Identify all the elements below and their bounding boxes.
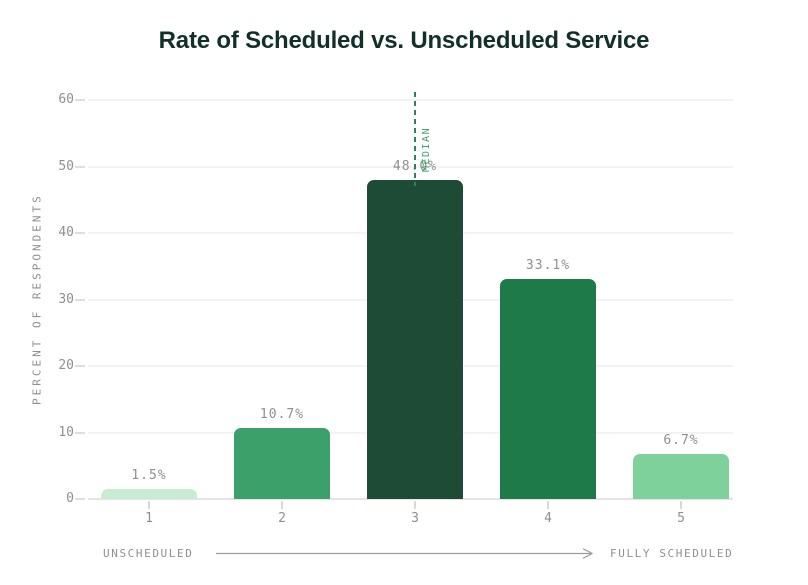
y-tick-label: 50 bbox=[58, 159, 74, 174]
x-tick-mark bbox=[281, 501, 283, 509]
x-tick-mark bbox=[680, 501, 682, 509]
y-tick-mark bbox=[75, 232, 85, 234]
y-tick-mark bbox=[75, 432, 85, 434]
y-tick-mark bbox=[75, 498, 85, 500]
y-tick-mark bbox=[75, 365, 85, 367]
y-tick-label: 10 bbox=[58, 425, 74, 440]
y-tick-label: 30 bbox=[58, 292, 74, 307]
x-tick-label: 4 bbox=[544, 511, 552, 526]
bar bbox=[101, 489, 197, 499]
x-tick-mark bbox=[148, 501, 150, 509]
x-tick-mark bbox=[547, 501, 549, 509]
x-tick-label: 1 bbox=[145, 511, 153, 526]
median-line bbox=[414, 92, 416, 186]
right-arrow-icon bbox=[216, 548, 594, 559]
x-tick-label: 3 bbox=[411, 511, 419, 526]
bar-value-label: 33.1% bbox=[525, 258, 571, 273]
bar-value-label: 1.5% bbox=[131, 468, 167, 483]
y-tick-mark bbox=[75, 166, 85, 168]
y-tick-label: 0 bbox=[66, 491, 74, 506]
gridline bbox=[88, 166, 733, 168]
chart-title: Rate of Scheduled vs. Unscheduled Servic… bbox=[158, 27, 650, 54]
bar bbox=[367, 180, 463, 499]
x-axis-left-label: UNSCHEDULED bbox=[103, 547, 194, 560]
x-axis-right-label: FULLY SCHEDULED bbox=[610, 547, 734, 560]
y-tick-label: 20 bbox=[58, 358, 74, 373]
x-tick-label: 2 bbox=[278, 511, 286, 526]
bar-value-label: 6.7% bbox=[663, 433, 699, 448]
x-tick-label: 5 bbox=[677, 511, 685, 526]
bar bbox=[633, 454, 729, 499]
bar bbox=[234, 428, 330, 499]
gridline bbox=[88, 99, 733, 101]
median-label: MEDIAN bbox=[421, 126, 432, 172]
y-tick-label: 60 bbox=[58, 92, 74, 107]
bar bbox=[500, 279, 596, 499]
y-tick-mark bbox=[75, 299, 85, 301]
x-axis-line bbox=[88, 498, 733, 500]
plot-area: MEDIAN 01020304050601.5%110.7%248.0%333.… bbox=[58, 92, 733, 526]
bar-value-label: 10.7% bbox=[259, 407, 305, 422]
y-tick-label: 40 bbox=[58, 225, 74, 240]
y-tick-mark bbox=[75, 99, 85, 101]
x-tick-mark bbox=[414, 501, 416, 509]
